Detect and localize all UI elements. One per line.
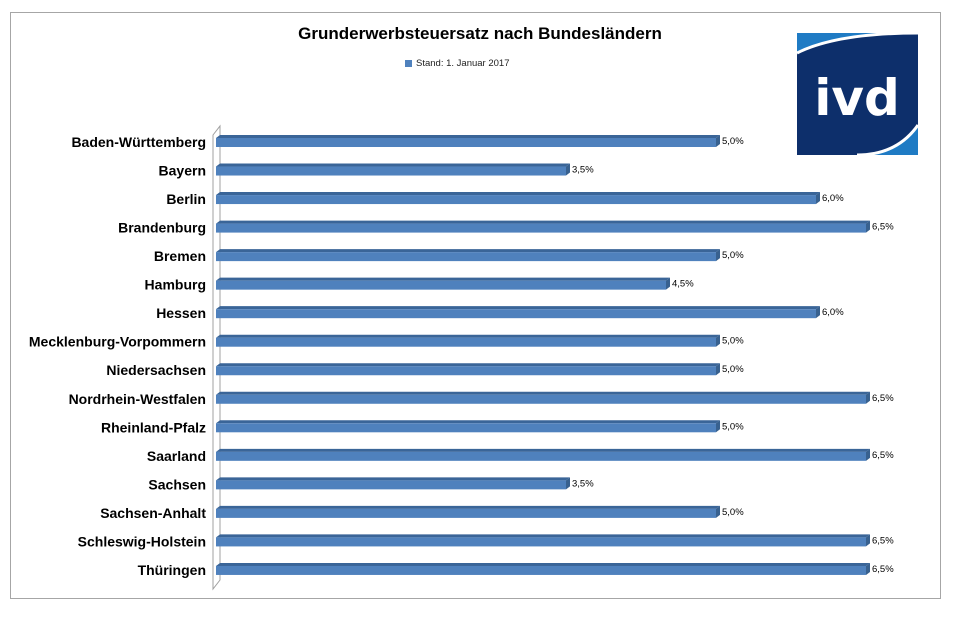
bar: [216, 366, 716, 376]
svg-text:ivd: ivd: [814, 69, 900, 127]
bar-top: [216, 334, 720, 338]
bar-top: [216, 306, 820, 310]
bar: [216, 337, 716, 347]
bar-side: [666, 277, 670, 290]
data-label: 6,5%: [872, 564, 894, 575]
bar-top: [216, 562, 870, 566]
bar-top: [216, 448, 870, 452]
data-label: 5,0%: [722, 421, 744, 432]
bar-side: [816, 306, 820, 319]
category-label: Schleswig-Holstein: [78, 533, 206, 549]
data-label: 3,5%: [572, 478, 594, 489]
bar-top: [216, 420, 720, 424]
category-label: Baden-Württemberg: [71, 134, 206, 150]
category-label: Rheinland-Pfalz: [101, 419, 206, 435]
category-label: Hamburg: [145, 277, 206, 293]
bar-side: [716, 135, 720, 147]
data-label: 6,5%: [872, 393, 894, 404]
category-label: Niedersachsen: [106, 362, 206, 378]
data-label: 4,5%: [672, 279, 694, 290]
data-label: 6,5%: [872, 450, 894, 461]
data-label: 5,0%: [722, 507, 744, 518]
bar: [216, 195, 816, 205]
legend-label: Stand: 1. Januar 2017: [416, 58, 510, 69]
category-label: Nordrhein-Westfalen: [69, 391, 206, 407]
legend: Stand: 1. Januar 2017: [405, 58, 510, 69]
bar: [216, 252, 716, 262]
bar-top: [216, 277, 670, 281]
bar-side: [716, 334, 720, 347]
bar-side: [866, 448, 870, 461]
category-label: Sachsen-Anhalt: [100, 505, 206, 521]
bar-top: [216, 391, 870, 395]
category-label: Brandenburg: [118, 220, 206, 236]
legend-swatch: [405, 60, 412, 67]
bar-side: [866, 534, 870, 547]
bar: [216, 166, 566, 176]
category-label: Berlin: [166, 191, 206, 207]
bar-side: [866, 562, 870, 575]
category-label: Bayern: [159, 163, 206, 179]
bar: [216, 565, 866, 575]
bar-side: [866, 391, 870, 404]
bar-top: [216, 249, 720, 253]
bar-side: [716, 420, 720, 433]
bar: [216, 508, 716, 518]
data-label: 5,0%: [722, 364, 744, 375]
category-label: Hessen: [156, 305, 206, 321]
bar-side: [566, 477, 570, 490]
bar-top: [216, 220, 870, 224]
bar-top: [216, 477, 570, 481]
data-label: 5,0%: [722, 250, 744, 261]
data-label: 5,0%: [722, 336, 744, 347]
bar-side: [816, 192, 820, 205]
bar-side: [716, 363, 720, 376]
bar: [216, 138, 716, 147]
bar-top: [216, 163, 570, 167]
bar: [216, 280, 666, 290]
bar-top: [216, 135, 720, 138]
category-label: Bremen: [154, 248, 206, 264]
bar: [216, 423, 716, 433]
bar-side: [716, 249, 720, 262]
category-label: Thüringen: [138, 562, 206, 578]
data-label: 6,5%: [872, 222, 894, 233]
data-label: 6,0%: [822, 307, 844, 318]
data-label: 6,0%: [822, 193, 844, 204]
bar-top: [216, 192, 820, 196]
axis-wall: [212, 124, 221, 591]
category-label: Sachsen: [148, 476, 206, 492]
bar-top: [216, 505, 720, 509]
bar: [216, 223, 866, 233]
bar-side: [716, 505, 720, 518]
chart-title: Grunderwerbsteuersatz nach Bundesländern: [298, 24, 662, 43]
data-label: 3,5%: [572, 165, 594, 176]
bar-top: [216, 534, 870, 538]
category-label: Mecklenburg-Vorpommern: [29, 334, 206, 350]
bar: [216, 309, 816, 319]
bar-side: [866, 220, 870, 233]
data-label: 5,0%: [722, 136, 744, 147]
bar: [216, 451, 866, 461]
category-label: Saarland: [147, 448, 206, 464]
bar: [216, 537, 866, 547]
bar: [216, 480, 566, 490]
bar-side: [566, 163, 570, 176]
bar: [216, 394, 866, 404]
chart-frame: [10, 12, 941, 599]
data-label: 6,5%: [872, 535, 894, 546]
ivd-logo: ivd: [797, 33, 918, 155]
bar-top: [216, 363, 720, 367]
